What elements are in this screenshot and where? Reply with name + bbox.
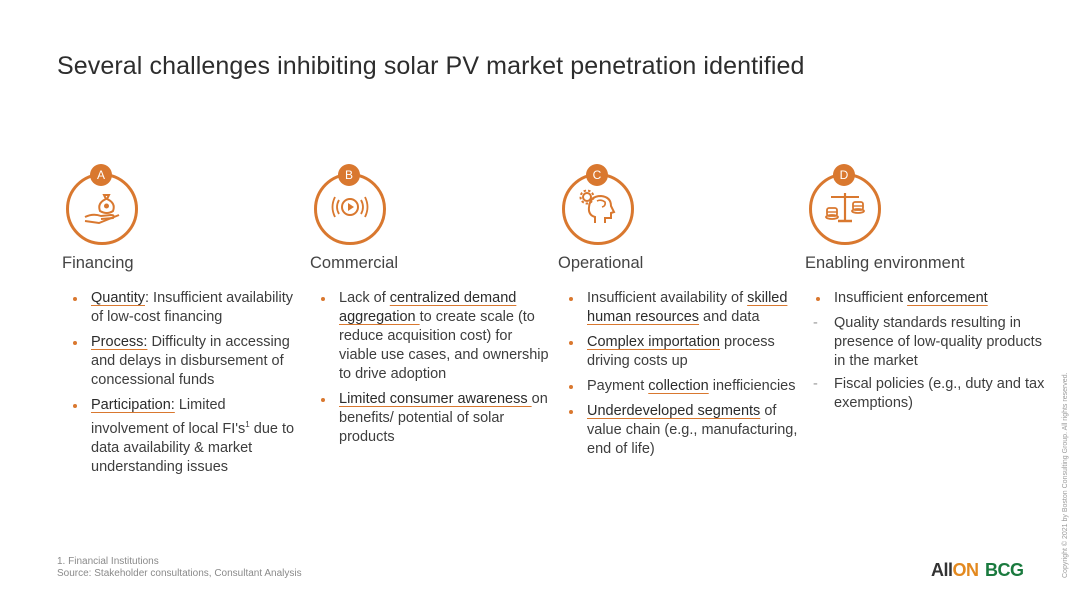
challenge-list: Lack of centralized demand aggregation t…: [310, 289, 550, 447]
allon-logo: AllON: [931, 560, 979, 581]
allon-logo-text: ON: [952, 560, 980, 580]
list-item: Process: Difficulty in accessing and del…: [62, 333, 302, 390]
head-gear-icon: [579, 189, 616, 223]
page-title: Several challenges inhibiting solar PV m…: [57, 52, 805, 80]
sub-list: Quality standards resulting in presence …: [805, 314, 1045, 413]
column-title: Commercial: [310, 254, 399, 272]
item-text: Limited involvement of local FI's: [91, 397, 246, 437]
icon-group-a: A: [66, 160, 142, 252]
icon-group-d: D: [809, 160, 885, 252]
column-operational: C Operational Insufficient availability …: [558, 160, 798, 465]
list-item: Complex importation process driving cost…: [558, 333, 798, 371]
item-keyword: Underdeveloped segments: [587, 403, 761, 419]
footnote: 1. Financial Institutions Source: Stakeh…: [57, 556, 302, 580]
list-item: Participation: Limited involvement of lo…: [62, 396, 302, 477]
list-item: Payment collection inefficiencies: [558, 377, 798, 396]
item-keyword: Limited consumer awareness: [339, 391, 532, 407]
footnote-marker: 1: [245, 420, 250, 429]
item-text: to create scale (to reduce acquisition c…: [339, 309, 549, 382]
money-bag-hand-icon: [84, 194, 120, 225]
sub-item: Fiscal policies (e.g., duty and tax exem…: [805, 375, 1045, 413]
list-item: Underdeveloped segments of value chain (…: [558, 402, 798, 459]
item-keyword: centralized demand aggregation: [339, 290, 517, 325]
list-item: Limited consumer awareness on benefits/ …: [310, 390, 550, 447]
list-item: Insufficient enforcement: [805, 289, 1045, 308]
list-item: Insufficient availability of skilled hum…: [558, 289, 798, 327]
item-text: Difficulty in accessing and delays in di…: [91, 334, 290, 388]
badge-c: C: [586, 164, 608, 186]
copyright-notice: Copyright © 2021 by Boston Consulting Gr…: [1062, 372, 1069, 578]
item-text: on benefits/ potential of solar products: [339, 391, 548, 445]
challenge-list: Insufficient enforcement: [805, 289, 1045, 308]
item-keyword: collection: [648, 378, 709, 394]
icon-group-b: B: [314, 160, 390, 252]
item-keyword: enforcement: [907, 290, 988, 306]
item-text: Insufficient: [834, 290, 908, 306]
item-keyword: skilled human resources: [587, 290, 788, 325]
item-keyword: Complex importation: [587, 334, 720, 350]
item-keyword: Quantity: [91, 290, 145, 306]
item-keyword: Process:: [91, 334, 148, 350]
item-text: and data: [699, 309, 760, 325]
balance-scale-icon: [825, 193, 865, 223]
column-title: Enabling environment: [805, 254, 965, 272]
column-financing: A Financing Quantity: Insufficient avail…: [62, 160, 302, 483]
challenge-list: Insufficient availability of skilled hum…: [558, 289, 798, 459]
challenge-list: Quantity: Insufficient availability of l…: [62, 289, 302, 477]
column-commercial: B Commercial Lack of centralized demand …: [310, 160, 550, 453]
badge-d: D: [833, 164, 855, 186]
column-title: Operational: [558, 254, 644, 272]
item-text: due to data availability & market unders…: [91, 420, 295, 475]
source-line: Source: Stakeholder consultations, Consu…: [57, 568, 302, 579]
bcg-logo: BCG: [985, 560, 1024, 580]
item-text: Payment: [587, 378, 649, 394]
sub-item: Quality standards resulting in presence …: [805, 314, 1045, 371]
column-enabling-environment: D Enabling environment Insufficient enfo…: [805, 160, 1045, 417]
item-text: : Insufficient availability of low-cost …: [91, 290, 294, 325]
item-text: Lack of: [339, 290, 390, 306]
list-item: Quantity: Insufficient availability of l…: [62, 289, 302, 327]
icon-group-c: C: [562, 160, 638, 252]
badge-b: B: [338, 164, 360, 186]
item-text: process driving costs up: [587, 334, 775, 369]
item-text: inefficiencies: [708, 378, 796, 394]
broadcast-icon: [331, 196, 369, 218]
item-text: Insufficient availability of: [587, 290, 748, 306]
list-item: Lack of centralized demand aggregation t…: [310, 289, 550, 384]
column-title: Financing: [62, 254, 134, 272]
badge-a: A: [90, 164, 112, 186]
item-text: of value chain (e.g., manufacturing, end…: [587, 403, 798, 457]
footnote-line: 1. Financial Institutions: [57, 556, 159, 567]
allon-logo-text: All: [931, 560, 953, 580]
item-keyword: Participation:: [91, 397, 175, 413]
